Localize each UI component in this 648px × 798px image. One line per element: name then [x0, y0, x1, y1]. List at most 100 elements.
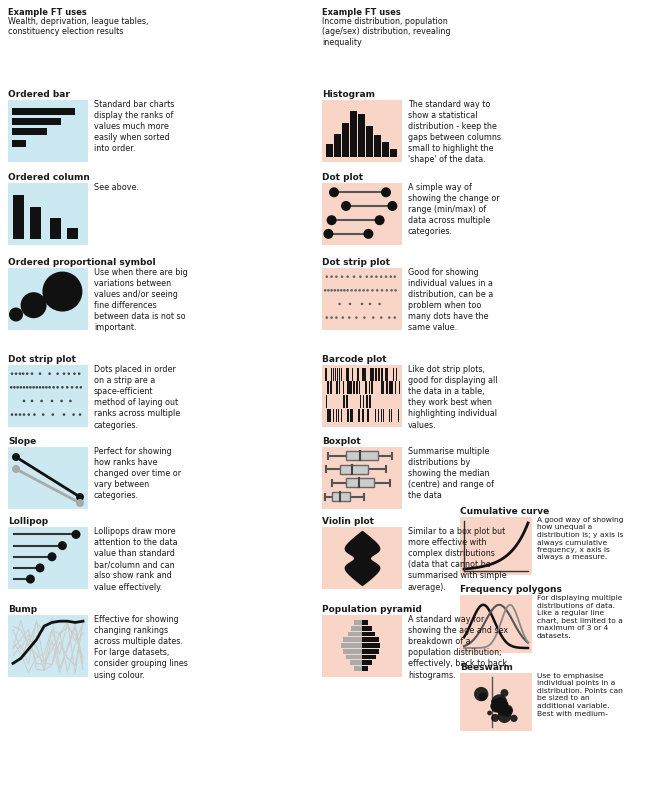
Circle shape — [76, 386, 78, 389]
Circle shape — [376, 289, 378, 291]
Bar — [351, 626, 362, 630]
Bar — [346, 451, 378, 460]
Text: Income distribution, population
(age/sex) distribution, revealing
inequality: Income distribution, population (age/sex… — [322, 17, 450, 47]
Circle shape — [388, 316, 391, 319]
Bar — [12, 118, 61, 125]
Text: Dot strip plot: Dot strip plot — [322, 258, 390, 267]
Circle shape — [487, 710, 492, 715]
Circle shape — [365, 275, 368, 278]
Bar — [341, 643, 362, 648]
Circle shape — [73, 413, 75, 416]
Circle shape — [21, 292, 47, 318]
Text: Violin plot: Violin plot — [322, 517, 374, 526]
Bar — [362, 661, 371, 666]
Circle shape — [42, 413, 45, 416]
Circle shape — [366, 289, 369, 291]
Circle shape — [353, 275, 355, 278]
Text: Similar to a box plot but
more effective with
complex distributions
(data that c: Similar to a box plot but more effective… — [408, 527, 507, 591]
Text: Use to emphasise
individual points in a
distribution. Points can
be sized to an
: Use to emphasise individual points in a … — [537, 673, 623, 717]
Bar — [8, 100, 88, 162]
Bar — [362, 638, 379, 642]
Circle shape — [493, 697, 507, 712]
Bar — [12, 140, 27, 147]
Circle shape — [498, 701, 505, 709]
Circle shape — [52, 386, 55, 389]
Circle shape — [346, 275, 349, 278]
Text: Cumulative curve: Cumulative curve — [460, 507, 550, 516]
Text: For displaying multiple
distributions of data.
Like a regular line
chart, best l: For displaying multiple distributions of… — [537, 595, 623, 638]
Bar — [366, 126, 373, 157]
Circle shape — [335, 275, 338, 278]
Circle shape — [381, 188, 391, 197]
Bar — [334, 133, 341, 157]
Bar — [362, 649, 379, 654]
Text: Beeswarm: Beeswarm — [460, 663, 513, 672]
Bar — [362, 620, 369, 625]
Circle shape — [58, 541, 67, 550]
Text: Lollipop: Lollipop — [8, 517, 48, 526]
Circle shape — [492, 697, 507, 712]
Circle shape — [36, 563, 45, 572]
Circle shape — [364, 229, 373, 239]
Text: Summarise multiple
distributions by
showing the median
(centre) and range of
the: Summarise multiple distributions by show… — [408, 447, 494, 500]
Circle shape — [32, 386, 35, 389]
Bar — [50, 218, 61, 239]
Circle shape — [71, 386, 73, 389]
Bar — [12, 128, 47, 135]
Circle shape — [22, 373, 25, 375]
Circle shape — [494, 698, 508, 712]
Circle shape — [371, 289, 374, 291]
Circle shape — [19, 373, 21, 375]
Circle shape — [325, 316, 328, 319]
Circle shape — [495, 700, 507, 713]
Bar — [8, 183, 88, 245]
Bar — [322, 268, 402, 330]
Circle shape — [491, 694, 507, 710]
Bar — [362, 654, 376, 659]
Circle shape — [12, 465, 20, 473]
Text: Ordered bar: Ordered bar — [8, 90, 70, 99]
Circle shape — [19, 413, 21, 416]
Bar — [8, 447, 88, 509]
Bar — [326, 144, 333, 157]
Circle shape — [388, 201, 397, 211]
Circle shape — [327, 289, 330, 291]
Text: Example FT uses: Example FT uses — [8, 8, 87, 17]
Circle shape — [23, 400, 25, 402]
Text: Dots placed in order
on a strip are a
space-efficient
method of laying out
ranks: Dots placed in order on a strip are a sp… — [94, 365, 180, 429]
Circle shape — [13, 386, 16, 389]
Circle shape — [500, 703, 505, 709]
Circle shape — [27, 413, 30, 416]
Bar — [362, 631, 375, 636]
Text: Histogram: Histogram — [322, 90, 375, 99]
Circle shape — [493, 700, 506, 713]
Circle shape — [15, 373, 17, 375]
Circle shape — [354, 289, 357, 291]
Circle shape — [394, 289, 397, 291]
Text: Ordered column: Ordered column — [8, 173, 90, 182]
Circle shape — [23, 386, 25, 389]
Circle shape — [474, 687, 489, 701]
Bar — [362, 643, 380, 648]
Bar — [67, 228, 78, 239]
Circle shape — [36, 386, 38, 389]
Circle shape — [335, 316, 338, 319]
Bar — [342, 123, 349, 157]
Circle shape — [343, 289, 345, 291]
Circle shape — [502, 701, 509, 708]
Circle shape — [69, 400, 72, 402]
Text: Slope: Slope — [8, 437, 36, 446]
Bar — [350, 661, 362, 666]
Circle shape — [11, 373, 14, 375]
Text: Dot strip plot: Dot strip plot — [8, 355, 76, 364]
Bar — [382, 142, 389, 157]
Text: Bump: Bump — [8, 605, 37, 614]
Text: Barcode plot: Barcode plot — [322, 355, 387, 364]
Circle shape — [330, 316, 333, 319]
Bar — [346, 479, 374, 488]
Circle shape — [337, 289, 340, 291]
Circle shape — [340, 289, 343, 291]
Circle shape — [369, 302, 371, 306]
Circle shape — [502, 706, 513, 717]
Circle shape — [49, 386, 51, 389]
